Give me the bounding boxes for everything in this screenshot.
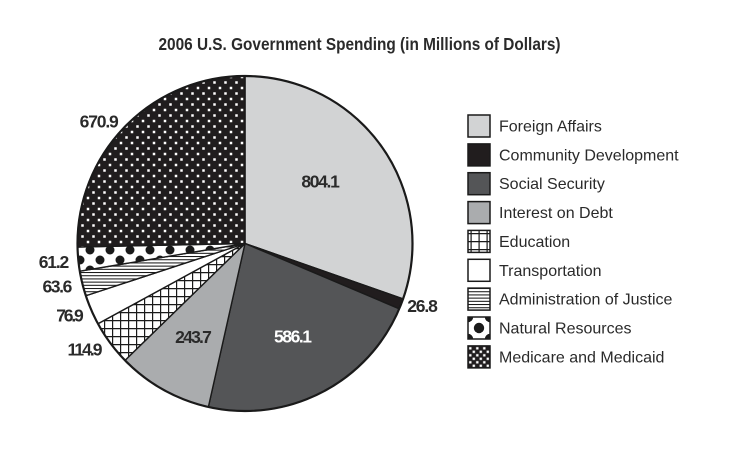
svg-text:76.9: 76.9	[56, 306, 84, 326]
svg-text:2006 U.S. Government Spending: 2006 U.S. Government Spending (in Millio…	[159, 34, 561, 54]
svg-text:114.9: 114.9	[68, 340, 103, 360]
svg-text:Foreign Affairs: Foreign Affairs	[499, 119, 602, 136]
svg-text:26.8: 26.8	[407, 296, 438, 316]
svg-text:61.2: 61.2	[39, 252, 70, 272]
svg-text:63.6: 63.6	[43, 277, 73, 297]
svg-text:Administration of Justice: Administration of Justice	[499, 292, 673, 309]
svg-text:Natural Resources: Natural Resources	[499, 321, 632, 338]
svg-text:804.1: 804.1	[301, 172, 340, 192]
svg-text:243.7: 243.7	[175, 327, 212, 347]
svg-text:Transportation: Transportation	[499, 263, 602, 280]
svg-text:Interest on Debt: Interest on Debt	[499, 205, 613, 222]
svg-text:670.9: 670.9	[80, 112, 119, 132]
svg-text:Education: Education	[499, 234, 570, 251]
svg-text:Community Development: Community Development	[499, 147, 679, 164]
svg-text:Social Security: Social Security	[499, 176, 605, 193]
svg-text:Medicare and Medicaid: Medicare and Medicaid	[499, 349, 664, 366]
svg-text:586.1: 586.1	[274, 327, 312, 347]
